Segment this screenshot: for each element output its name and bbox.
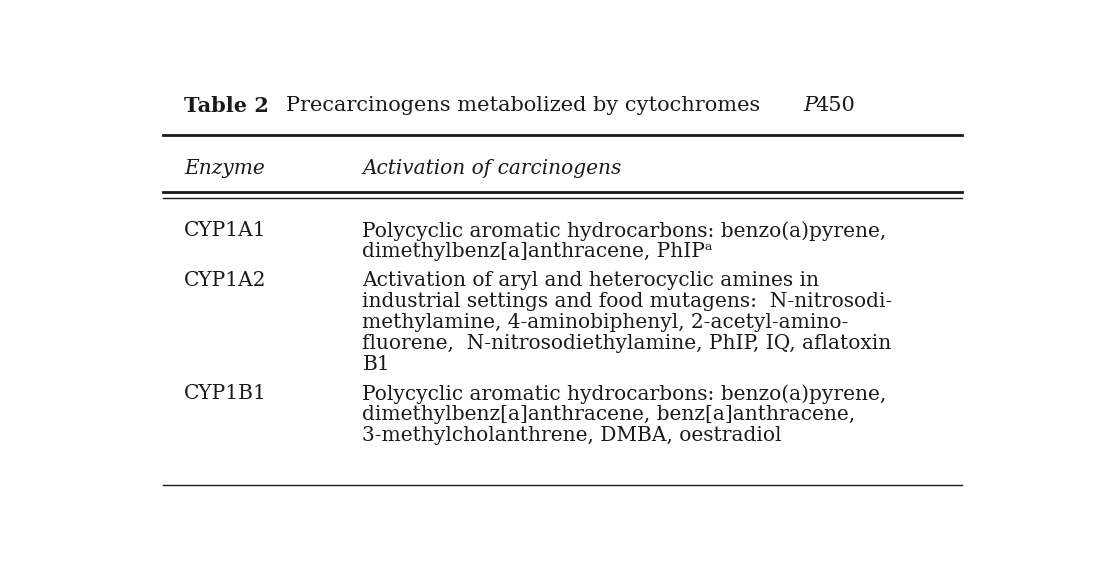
Text: dimethylbenz[a]anthracene, PhIPᵃ: dimethylbenz[a]anthracene, PhIPᵃ [362, 242, 713, 261]
Text: dimethylbenz[a]anthracene, benz[a]anthracene,: dimethylbenz[a]anthracene, benz[a]anthra… [362, 405, 856, 424]
Text: Polycyclic aromatic hydrocarbons: benzo(a)pyrene,: Polycyclic aromatic hydrocarbons: benzo(… [362, 221, 886, 241]
Text: 3-methylcholanthrene, DMBA, oestradiol: 3-methylcholanthrene, DMBA, oestradiol [362, 426, 782, 445]
Text: Precarcinogens metabolized by cytochromes: Precarcinogens metabolized by cytochrome… [286, 96, 767, 115]
Text: methylamine, 4-aminobiphenyl, 2-acetyl-amino-: methylamine, 4-aminobiphenyl, 2-acetyl-a… [362, 313, 849, 332]
Text: P: P [804, 96, 817, 115]
Text: Enzyme: Enzyme [184, 159, 264, 178]
Text: B1: B1 [362, 355, 391, 373]
Text: fluorene,  N-nitrosodiethylamine, PhIP, IQ, aflatoxin: fluorene, N-nitrosodiethylamine, PhIP, I… [362, 334, 892, 353]
Text: Polycyclic aromatic hydrocarbons: benzo(a)pyrene,: Polycyclic aromatic hydrocarbons: benzo(… [362, 384, 886, 403]
Text: CYP1A1: CYP1A1 [184, 221, 267, 240]
Text: industrial settings and food mutagens:  N-nitrosodi-: industrial settings and food mutagens: N… [362, 292, 893, 311]
Text: 450: 450 [815, 96, 856, 115]
Text: Table 2: Table 2 [184, 96, 269, 116]
Text: Activation of carcinogens: Activation of carcinogens [362, 159, 622, 178]
Text: Activation of aryl and heterocyclic amines in: Activation of aryl and heterocyclic amin… [362, 271, 819, 290]
Text: CYP1B1: CYP1B1 [184, 384, 267, 403]
Text: CYP1A2: CYP1A2 [184, 271, 267, 290]
